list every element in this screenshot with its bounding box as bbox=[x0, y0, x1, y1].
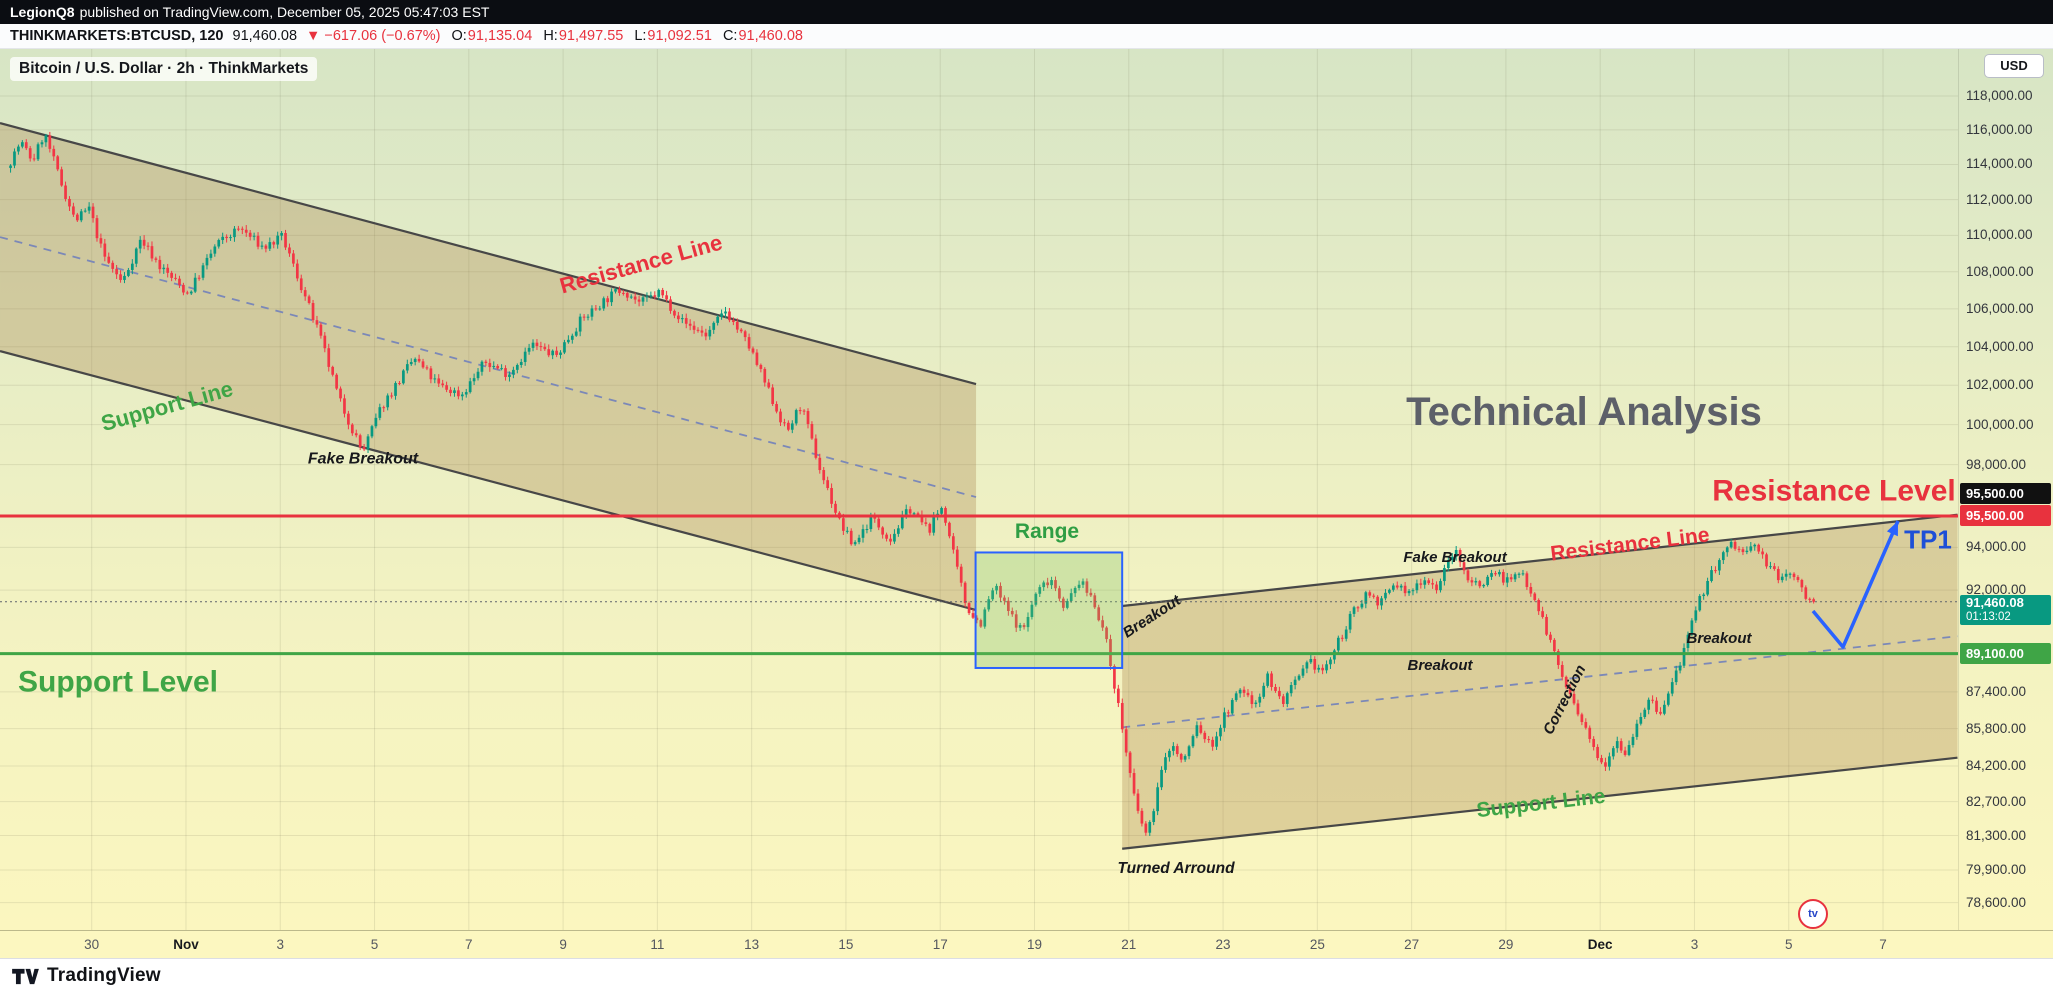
high-value: H:91,497.55 bbox=[543, 28, 624, 44]
range-label[interactable]: Range bbox=[1014, 519, 1080, 543]
descending-channel bbox=[0, 123, 977, 611]
time-axis[interactable]: 30 Nov 3 5 7 9 11 13 15 17 19 21 23 25 27 29 Dec 3 5 7 bbox=[0, 930, 2053, 958]
price-axis-label: 112,000.00 bbox=[1966, 191, 2033, 207]
price-axis-label: 84,200.00 bbox=[1966, 757, 2027, 773]
price-axis-label: 98,000.00 bbox=[1966, 456, 2027, 472]
price-axis-label: 116,000.00 bbox=[1966, 121, 2033, 137]
time-axis-label: 17 bbox=[932, 937, 948, 952]
tradingview-brand[interactable]: TradingView bbox=[47, 965, 161, 986]
time-axis-label: 15 bbox=[838, 937, 854, 952]
price-axis-label: 104,000.00 bbox=[1966, 338, 2034, 354]
price-axis-label: 114,000.00 bbox=[1966, 156, 2033, 172]
last-price-badge: 91,460.08 01:13:02 bbox=[1960, 594, 2051, 625]
price-axis-label: 108,000.00 bbox=[1966, 263, 2034, 279]
turned-around-label[interactable]: Turned Arround bbox=[1117, 859, 1235, 877]
time-axis-label: 21 bbox=[1121, 937, 1137, 952]
time-axis-label: 7 bbox=[1879, 937, 1887, 952]
fake-breakout-left-label[interactable]: Fake Breakout bbox=[307, 450, 419, 468]
price-axis-label: 79,900.00 bbox=[1966, 862, 2027, 877]
resistance-price-badge: 95,500.00 bbox=[1960, 505, 2051, 527]
price-axis-label: 110,000.00 bbox=[1966, 227, 2033, 243]
time-axis-label: 7 bbox=[465, 937, 473, 952]
grid-lines bbox=[0, 49, 1958, 930]
price-axis-label: 82,700.00 bbox=[1966, 793, 2027, 809]
time-axis-label: 3 bbox=[276, 937, 285, 952]
tp1-label[interactable]: TP1 bbox=[1904, 524, 1952, 555]
chart-legend[interactable]: Bitcoin / U.S. Dollar · 2h · ThinkMarket… bbox=[10, 57, 318, 81]
time-axis-label: 5 bbox=[370, 937, 379, 952]
price-axis-label: 118,000.00 bbox=[1966, 88, 2033, 103]
tp1-arrow[interactable] bbox=[1811, 520, 1900, 649]
candlestick-chart-canvas[interactable] bbox=[0, 49, 2053, 930]
support-price-badge: 89,100.00 bbox=[1960, 643, 2051, 665]
fake-breakout-right-label[interactable]: Fake Breakout bbox=[1403, 549, 1507, 567]
price-axis-label: 87,400.00 bbox=[1966, 683, 2027, 699]
price-axis-label: 102,000.00 bbox=[1966, 377, 2034, 393]
low-value: L:91,092.51 bbox=[634, 28, 712, 44]
price-axis-label: 92,000.00 bbox=[1966, 582, 2027, 598]
publish-info-bar: LegionQ8 published on TradingView.com, D… bbox=[0, 0, 2053, 24]
time-axis-label: 11 bbox=[650, 937, 665, 952]
price-axis-label: 106,000.00 bbox=[1966, 300, 2034, 316]
resistance-level-label[interactable]: Resistance Level bbox=[1712, 474, 1956, 508]
breakout-right-label[interactable]: Breakout bbox=[1686, 630, 1752, 648]
candlestick-series[interactable] bbox=[9, 131, 1816, 836]
close-value: C:91,460.08 bbox=[722, 28, 803, 44]
currency-button[interactable]: USD bbox=[1984, 54, 2044, 78]
technical-analysis-label[interactable]: Technical Analysis bbox=[1406, 390, 1762, 434]
open-value: O:91,135.04 bbox=[451, 28, 533, 44]
time-axis-label: 25 bbox=[1309, 937, 1325, 952]
time-axis-label: 23 bbox=[1215, 937, 1231, 952]
footer-bar: TradingView bbox=[0, 958, 2053, 993]
range-box[interactable] bbox=[974, 551, 1124, 669]
last-price-value: 91,460.08 bbox=[232, 28, 298, 44]
publish-byline: published on TradingView.com, December 0… bbox=[79, 4, 490, 20]
time-axis-label: Nov bbox=[173, 937, 199, 952]
price-axis-label: 100,000.00 bbox=[1966, 416, 2034, 432]
chart-area[interactable]: Resistance Line Support Line Fake Breakout… bbox=[0, 49, 2053, 930]
trend-channels[interactable] bbox=[0, 122, 1958, 850]
price-axis-label: 78,600.00 bbox=[1966, 894, 2027, 910]
breakout-support-label[interactable]: Breakout bbox=[1407, 657, 1473, 675]
time-axis-label: 5 bbox=[1784, 937, 1793, 952]
price-axis-label: 85,800.00 bbox=[1966, 720, 2027, 736]
publisher-username[interactable]: LegionQ8 bbox=[10, 4, 75, 20]
time-axis-label: 19 bbox=[1026, 937, 1043, 952]
time-axis-label: 3 bbox=[1690, 937, 1699, 952]
time-axis-label: Dec bbox=[1587, 937, 1613, 952]
time-axis-label: 27 bbox=[1404, 937, 1420, 952]
symbol-info-bar: THINKMARKETS:BTCUSD, 120 91,460.08 ▼ −61… bbox=[0, 24, 2053, 49]
tp1-arrowhead bbox=[1886, 521, 1898, 537]
support-level-label[interactable]: Support Level bbox=[17, 665, 219, 699]
symbol-name[interactable]: THINKMARKETS:BTCUSD, 120 bbox=[10, 28, 224, 44]
price-axis[interactable]: 118,000.00 116,000.00 114,000.00 112,000.00… bbox=[1958, 49, 2053, 930]
time-axis-label: 9 bbox=[559, 937, 567, 952]
tradingview-logo-icon[interactable] bbox=[12, 966, 39, 987]
time-axis-label: 30 bbox=[84, 937, 100, 952]
alert-price-badge: 95,500.00 bbox=[1960, 483, 2051, 505]
tradingview-watermark-icon: tv bbox=[1798, 899, 1828, 929]
time-axis-label: 29 bbox=[1498, 937, 1514, 952]
price-change: ▼ −617.06 (−0.67%) bbox=[306, 28, 441, 44]
time-axis-label: 13 bbox=[744, 937, 760, 952]
price-axis-label: 81,300.00 bbox=[1966, 827, 2027, 843]
price-axis-label: 94,000.00 bbox=[1966, 539, 2027, 555]
